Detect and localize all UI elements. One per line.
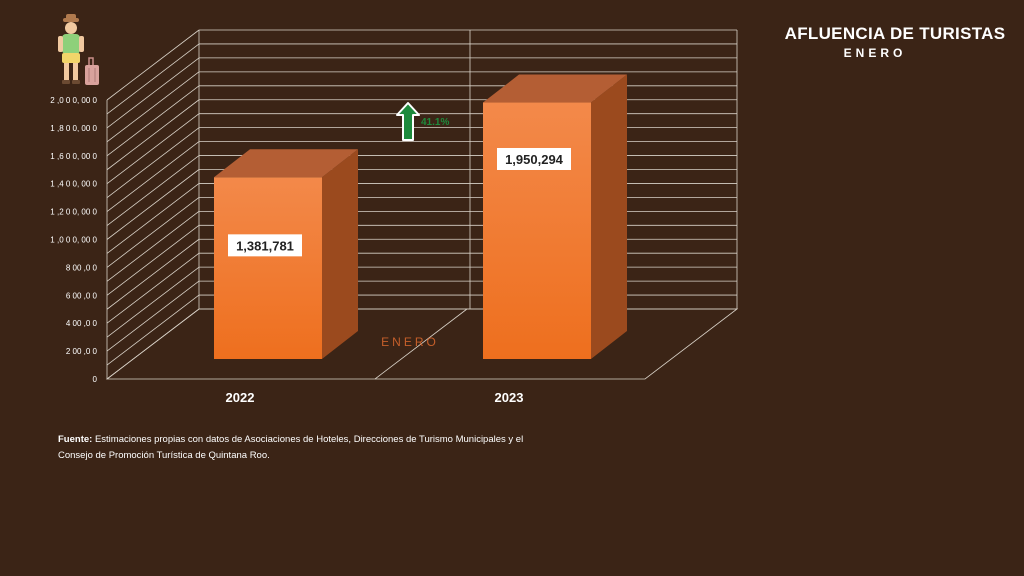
gridline-side (106, 183, 200, 254)
bar (214, 177, 322, 359)
gridline-side (106, 169, 200, 240)
y-tick-label: 0 (93, 375, 98, 384)
gridline-side (106, 280, 200, 352)
y-tick-label: 1 ,4 0 0, 00 0 (50, 180, 97, 189)
bar-side (591, 74, 627, 359)
floor-divider (374, 308, 468, 380)
gridline-side (106, 197, 200, 268)
y-tick-label: 1 ,0 0 0, 00 0 (50, 236, 97, 245)
page-subtitle: ENERO (843, 46, 907, 60)
gridline-side (106, 57, 200, 129)
gridline-side (106, 127, 200, 198)
bar-top (483, 74, 627, 103)
value-label: 1,950,294 (505, 152, 564, 167)
gridline-side (106, 211, 200, 282)
x-tick-label: 2023 (495, 390, 524, 405)
gridline-side (106, 141, 200, 212)
gridline-side (106, 224, 200, 296)
source-label: Fuente: (58, 434, 93, 445)
gridline-side (106, 294, 200, 366)
gridline-side (106, 155, 200, 226)
gridline-side (106, 71, 200, 143)
gridline-side (106, 266, 200, 338)
value-label: 1,381,781 (236, 238, 294, 253)
source-text: Estimaciones propias con datos de Asocia… (58, 434, 524, 461)
page-title: AFLUENCIA DE TURISTAS (784, 24, 1006, 43)
gridline-side (106, 29, 200, 101)
y-tick-label: 8 00 ,0 0 (66, 263, 98, 272)
gridline-side (106, 99, 200, 171)
y-tick-label: 1 ,8 0 0, 00 0 (50, 124, 97, 133)
bar-side (322, 149, 358, 359)
value-label-box (497, 147, 571, 170)
gridline-side (106, 43, 200, 115)
gridline-side (106, 238, 200, 310)
gridline-side (106, 113, 200, 185)
y-tick-label: 2 ,0 0 0, 00 0 (50, 96, 97, 105)
source-note: Fuente: Estimaciones propias con datos d… (58, 432, 558, 464)
growth-arrow-icon (396, 102, 420, 141)
y-tick-label: 6 00 ,0 0 (66, 291, 98, 300)
bar-top (214, 149, 358, 178)
y-tick-label: 1 ,2 0 0, 00 0 (50, 208, 97, 217)
y-tick-label: 2 00 ,0 0 (66, 347, 98, 356)
y-tick-label: 4 00 ,0 0 (66, 319, 98, 328)
floor (105, 308, 739, 380)
bar (483, 102, 591, 359)
value-label-box (228, 234, 302, 257)
gridline-side (106, 252, 200, 324)
growth-label: 41.1% (421, 117, 449, 128)
tourist-with-suitcase-icon (58, 14, 99, 85)
gridline-side (106, 85, 200, 157)
y-tick-label: 1 ,6 0 0, 00 0 (50, 152, 97, 161)
x-tick-label: 2022 (226, 390, 255, 405)
category-label: ENERO (381, 335, 439, 349)
